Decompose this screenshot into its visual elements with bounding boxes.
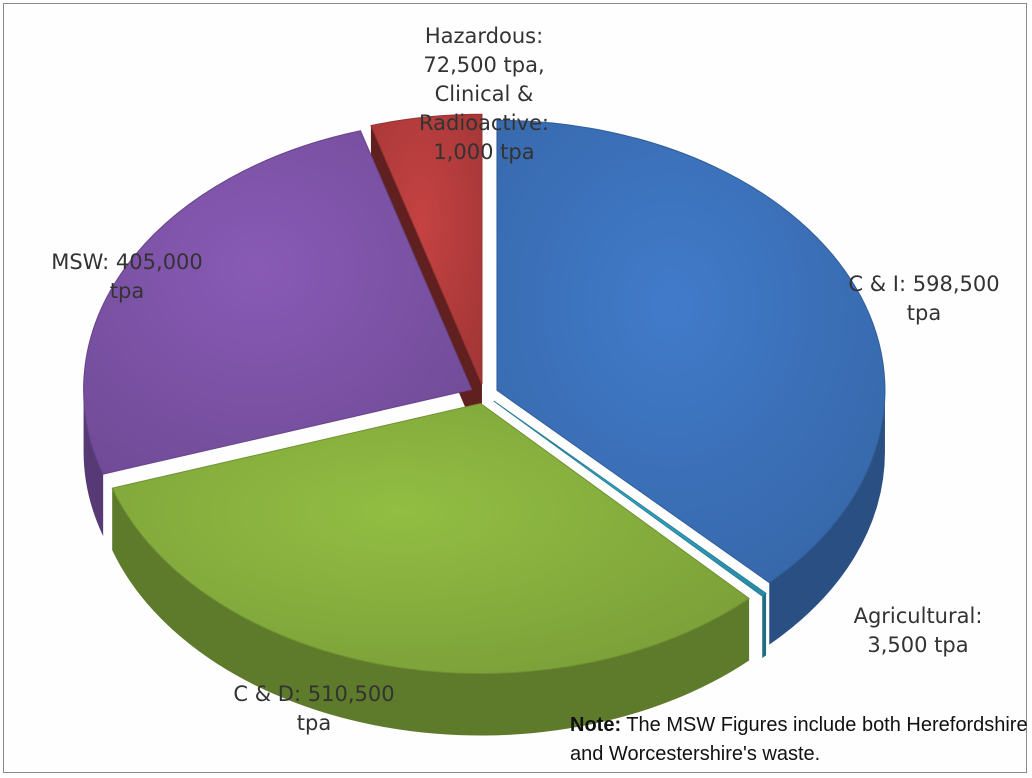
pie-slice-hazardous-clinical-and-radioactive — [370, 113, 483, 385]
pie-slice-c-and-d — [111, 402, 750, 675]
pie-slice-agricultural — [493, 400, 767, 597]
pie-slice-c-and-i — [496, 119, 886, 584]
pie-slice-msw — [83, 130, 473, 475]
pie-chart — [83, 113, 886, 736]
slice-side-agricultural — [762, 593, 767, 658]
label-msw: MSW: 405,000 tpa — [51, 250, 203, 303]
note-text: Note: The MSW Figures include both Heref… — [570, 711, 1030, 769]
label-c-and-i: C & I: 598,500 tpa — [848, 272, 1000, 325]
note-body: The MSW Figures include both Herefordshi… — [570, 714, 1028, 765]
label-c-and-d: C & D: 510,500 tpa — [233, 682, 395, 735]
chart-frame: Hazardous: 72,500 tpa, Clinical & Radioa… — [3, 3, 1030, 773]
slice-side-c-and-i — [769, 390, 885, 645]
label-hazardous: Hazardous: 72,500 tpa, Clinical & Radioa… — [419, 24, 549, 164]
note-prefix: Note: — [570, 714, 622, 736]
slice-side-c-and-d — [112, 488, 750, 736]
label-agricultural: Agricultural: 3,500 tpa — [853, 604, 983, 657]
slice-side-msw — [83, 389, 104, 537]
